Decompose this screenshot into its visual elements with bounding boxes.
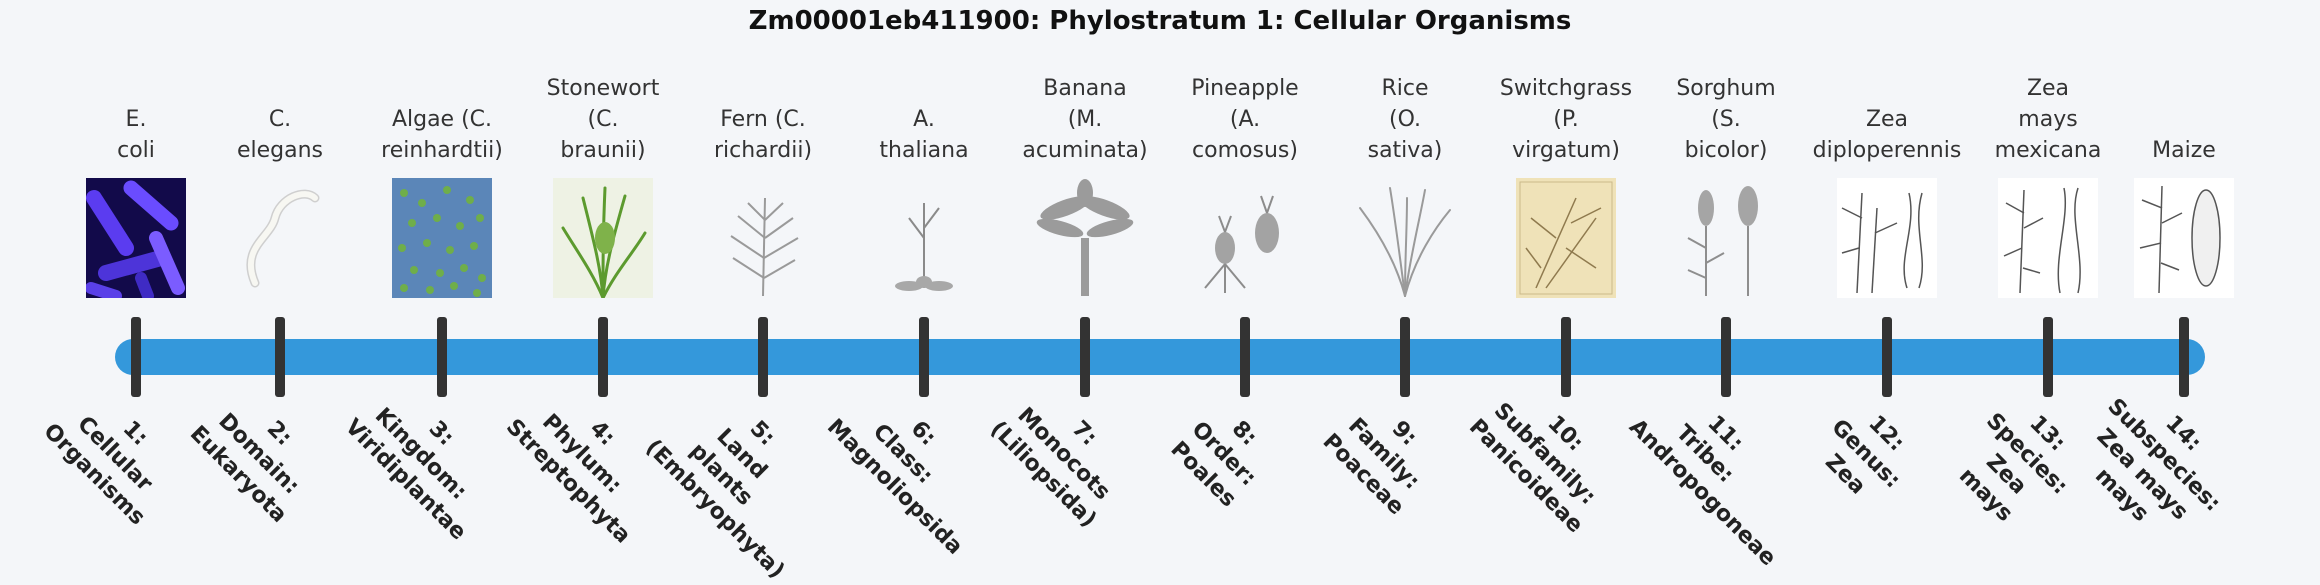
organism-label: Sorghum (S. bicolor) xyxy=(1636,73,1816,166)
organism-label-line: bicolor) xyxy=(1684,138,1768,163)
organism-label-line: C. xyxy=(268,107,292,132)
phylostratum-label: 9: Family: Poaceae xyxy=(1302,372,1466,536)
rice-image xyxy=(1355,178,1455,298)
stonewort-image xyxy=(553,178,653,298)
organism-label: Rice (O. sativa) xyxy=(1315,73,1495,166)
organism-label-line: diploperennis xyxy=(1812,138,1962,163)
organism-label-line: mays xyxy=(2018,107,2078,132)
phylostratum-label: 6: Class: Magnoliopsida xyxy=(821,372,985,559)
organism-label-line: Algae (C. xyxy=(391,107,493,132)
organism-label-line: (O. xyxy=(1388,107,1421,132)
organism-label-line: Stonewort xyxy=(546,76,660,101)
organism-label-line: thaliana xyxy=(879,138,969,163)
phylostratum-label: 10: Subfamily: Panicoideae xyxy=(1463,372,1627,538)
phylostratum-label: 5: Land plants (Embryophyta) xyxy=(639,372,824,583)
timeline-tick xyxy=(1080,317,1090,397)
timeline-tick xyxy=(131,317,141,397)
organism-label-line: reinhardtii) xyxy=(381,138,503,163)
organism-label-line: comosus) xyxy=(1192,138,1298,163)
c-elegans-image xyxy=(230,178,330,298)
timeline-tick xyxy=(1882,317,1892,397)
organism-label-line: E. xyxy=(125,107,147,132)
organism-label-line: Fern (C. xyxy=(720,107,806,132)
organism-label-line: Maize xyxy=(2152,138,2216,163)
organism-label-line: coli xyxy=(117,138,155,163)
organism-label: Zea diploperennis xyxy=(1797,104,1977,166)
phylostratum-label: 11: Tribe: Andropogoneae xyxy=(1623,372,1787,571)
algae-image xyxy=(392,178,492,298)
timeline-tick xyxy=(758,317,768,397)
organism-label: Stonewort (C. braunii) xyxy=(513,73,693,166)
organism-label: Zea mays mexicana xyxy=(1958,73,2138,166)
organism-label: Maize xyxy=(2094,135,2274,166)
organism-label-line: virgatum) xyxy=(1512,138,1620,163)
organism-label-line: (P. xyxy=(1553,107,1579,132)
organism-label: Pineapple (A. comosus) xyxy=(1155,73,1335,166)
organism-label-line: Pineapple xyxy=(1191,76,1299,101)
banana-image xyxy=(1035,178,1135,298)
e-coli-image xyxy=(86,178,186,298)
phylostratum-label: 7: Monocots (Liliopsida) xyxy=(982,372,1146,536)
organism-label-line: elegans xyxy=(236,138,324,163)
organism-label-line: (C. xyxy=(587,107,619,132)
timeline-tick xyxy=(1561,317,1571,397)
timeline-tick xyxy=(1240,317,1250,397)
phylostratum-label: 2: Domain: Eukaryota xyxy=(177,372,341,536)
organism-label-line: acuminata) xyxy=(1022,138,1148,163)
organism-label-line: richardii) xyxy=(713,138,813,163)
organism-label: Banana (M. acuminata) xyxy=(995,73,1175,166)
organism-label-line: (M. xyxy=(1067,107,1103,132)
phylostratum-label: 8: Order: Poales xyxy=(1142,372,1306,536)
phylostratum-label: 12: Genus: Zea xyxy=(1784,372,1948,536)
timeline-tick xyxy=(2179,317,2189,397)
fern-image xyxy=(713,178,813,298)
pineapple-image xyxy=(1195,178,1295,298)
diagram-title: Zm00001eb411900: Phylostratum 1: Cellula… xyxy=(748,6,1572,36)
organism-label-line: braunii) xyxy=(560,138,646,163)
organism-label-line: (A. xyxy=(1229,107,1261,132)
sorghum-image xyxy=(1676,178,1776,298)
organism-label-line: Banana xyxy=(1043,76,1127,101)
organism-label-line: Switchgrass xyxy=(1499,76,1633,101)
organism-label-line: A. xyxy=(913,107,935,132)
phylostratum-label: 3: Kingdom: Viridiplantae xyxy=(339,372,503,545)
timeline-tick xyxy=(598,317,608,397)
timeline-tick xyxy=(2043,317,2053,397)
organism-label-line: Zea xyxy=(2026,76,2070,101)
organism-label: A. thaliana xyxy=(834,104,1014,166)
organism-label: C. elegans xyxy=(190,104,370,166)
zea-diploperennis-image xyxy=(1837,178,1937,298)
organism-label-line: (S. xyxy=(1711,107,1741,132)
organism-label-line: Sorghum xyxy=(1676,76,1776,101)
organism-label: Algae (C. reinhardtii) xyxy=(352,104,532,166)
organism-label: Fern (C. richardii) xyxy=(673,104,853,166)
organism-label-line: sativa) xyxy=(1367,138,1443,163)
timeline-tick xyxy=(1400,317,1410,397)
phylostratum-label: 14: Subspecies: Zea mays mays xyxy=(2060,372,2245,557)
organism-label-line: Zea xyxy=(1865,107,1909,132)
timeline-tick xyxy=(1721,317,1731,397)
maize-image xyxy=(2134,178,2234,298)
zea-mays-mexicana-image xyxy=(1998,178,2098,298)
timeline-tick xyxy=(275,317,285,397)
switchgrass-image xyxy=(1516,178,1616,298)
timeline-track xyxy=(115,339,2205,375)
a-thaliana-image xyxy=(874,178,974,298)
organism-label-line: Rice xyxy=(1381,76,1429,101)
timeline-tick xyxy=(437,317,447,397)
organism-label: Switchgrass (P. virgatum) xyxy=(1476,73,1656,166)
organism-label-line: mexicana xyxy=(1994,138,2102,163)
phylostratum-label: 1: Cellular Organisms xyxy=(33,372,197,536)
organism-label: E. coli xyxy=(46,104,226,166)
timeline-tick xyxy=(919,317,929,397)
